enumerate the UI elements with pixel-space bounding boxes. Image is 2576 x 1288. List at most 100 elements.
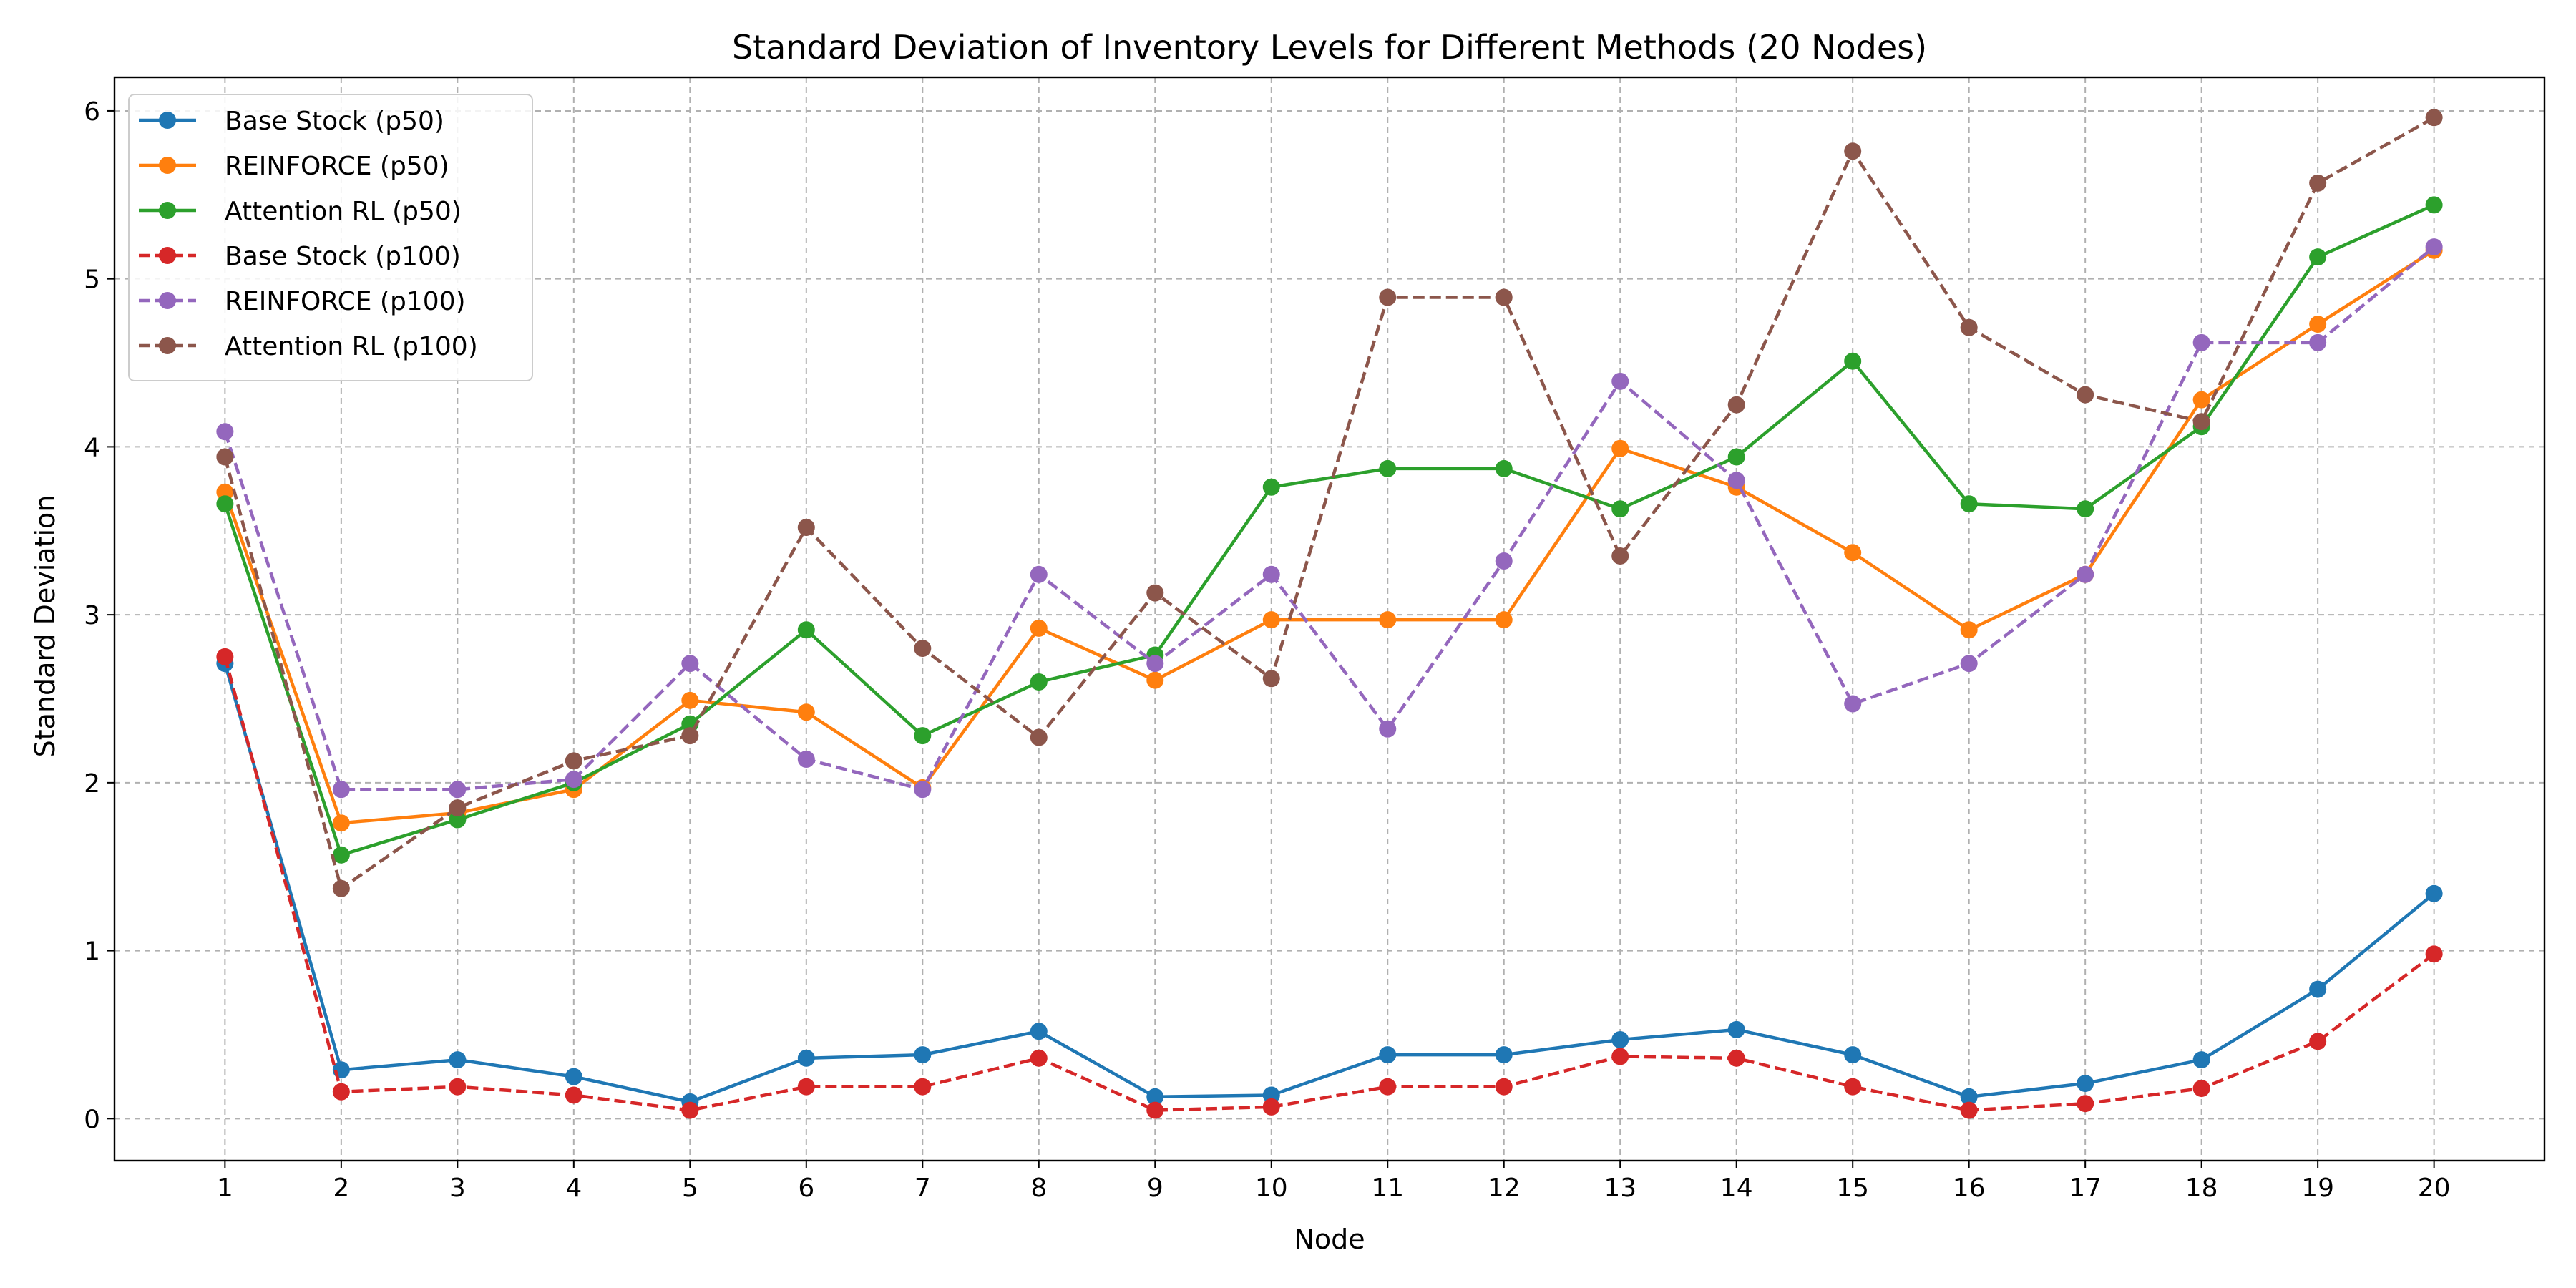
data-point (449, 781, 467, 799)
data-point (1844, 1078, 1862, 1096)
data-point (2309, 316, 2327, 333)
data-point (1960, 318, 1978, 336)
x-tick-label: 19 (2301, 1174, 2334, 1203)
data-point (216, 648, 234, 665)
legend-label: Base Stock (p100) (225, 242, 461, 271)
data-point (1844, 1046, 1862, 1064)
legend-label: Attention RL (p50) (225, 197, 462, 226)
data-point (1030, 1049, 1048, 1067)
y-tick-label: 6 (84, 97, 100, 127)
data-point (1379, 459, 1397, 477)
data-point (2309, 1033, 2327, 1050)
data-point (332, 781, 350, 799)
data-point (1495, 459, 1513, 477)
data-point (216, 448, 234, 466)
x-tick-label: 14 (1720, 1174, 1753, 1203)
data-point (1960, 1088, 1978, 1106)
data-point (449, 799, 467, 817)
data-point (2425, 238, 2443, 256)
data-point (1960, 495, 1978, 513)
data-point (1146, 584, 1164, 602)
data-point (1262, 670, 1280, 688)
legend-marker (159, 202, 176, 219)
data-point (797, 703, 815, 721)
data-point (1262, 1098, 1280, 1116)
y-tick-label: 0 (84, 1105, 100, 1134)
data-point (2425, 945, 2443, 963)
chart-title: Standard Deviation of Inventory Levels f… (732, 28, 1927, 67)
data-point (1611, 439, 1629, 457)
y-tick-label: 3 (84, 601, 100, 630)
data-point (914, 640, 932, 658)
data-point (797, 1049, 815, 1067)
x-tick-label: 17 (2069, 1174, 2102, 1203)
x-tick-label: 16 (1953, 1174, 1986, 1203)
data-point (2192, 413, 2210, 431)
data-point (565, 771, 582, 789)
data-point (1379, 288, 1397, 306)
data-point (1030, 565, 1048, 583)
data-point (1495, 1078, 1513, 1096)
data-point (1146, 1101, 1164, 1119)
series-line (223, 245, 2436, 791)
data-point (1379, 611, 1397, 629)
x-tick-label: 6 (798, 1174, 814, 1203)
data-point (1611, 500, 1629, 518)
series-line (223, 116, 2435, 890)
data-point (2077, 565, 2094, 583)
data-point (2192, 1080, 2210, 1098)
x-tick-label: 10 (1255, 1174, 1288, 1203)
data-point (1960, 655, 1978, 673)
series-2 (216, 196, 2443, 864)
data-point (216, 423, 234, 441)
x-tick-label: 11 (1371, 1174, 1404, 1203)
data-point (2425, 196, 2443, 214)
data-point (914, 1046, 932, 1064)
data-point (1960, 1101, 1978, 1119)
data-point (2077, 500, 2094, 518)
y-tick-label: 5 (84, 265, 100, 295)
data-point (1262, 478, 1280, 496)
data-point (681, 1101, 699, 1119)
data-point (216, 495, 234, 513)
data-point (449, 811, 467, 829)
data-point (2192, 1051, 2210, 1069)
data-point (1030, 619, 1048, 637)
series-line (223, 656, 2435, 1112)
data-point (2077, 1095, 2094, 1113)
legend-marker (159, 337, 176, 354)
data-point (1727, 1049, 1745, 1067)
data-point (797, 1078, 815, 1096)
data-point (2192, 333, 2210, 351)
data-point (1495, 552, 1513, 570)
plot-area-frame (113, 76, 2546, 1162)
data-point (1727, 472, 1745, 489)
data-point (681, 727, 699, 745)
data-point (2425, 884, 2443, 902)
data-point (1379, 1078, 1397, 1096)
x-axis-title: Node (1294, 1224, 1365, 1255)
data-point (1727, 1020, 1745, 1038)
data-point (1379, 1046, 1397, 1064)
x-tick-label: 3 (449, 1174, 466, 1203)
x-tick-label: 4 (565, 1174, 582, 1203)
data-point (1379, 720, 1397, 738)
series-5 (216, 109, 2443, 897)
legend-marker (159, 247, 176, 264)
data-point (1844, 695, 1862, 713)
legend-marker (159, 112, 176, 129)
data-point (2077, 386, 2094, 404)
data-point (2309, 980, 2327, 998)
data-point (914, 727, 932, 745)
data-point (1030, 1023, 1048, 1040)
data-point (1611, 1048, 1629, 1065)
x-tick-label: 2 (333, 1174, 349, 1203)
data-point (1611, 1030, 1629, 1048)
data-point (1844, 142, 1862, 160)
data-point (797, 621, 815, 639)
legend-box (128, 94, 533, 381)
data-point (1495, 288, 1513, 306)
x-tick-label: 9 (1147, 1174, 1163, 1203)
legend-marker (159, 157, 176, 174)
